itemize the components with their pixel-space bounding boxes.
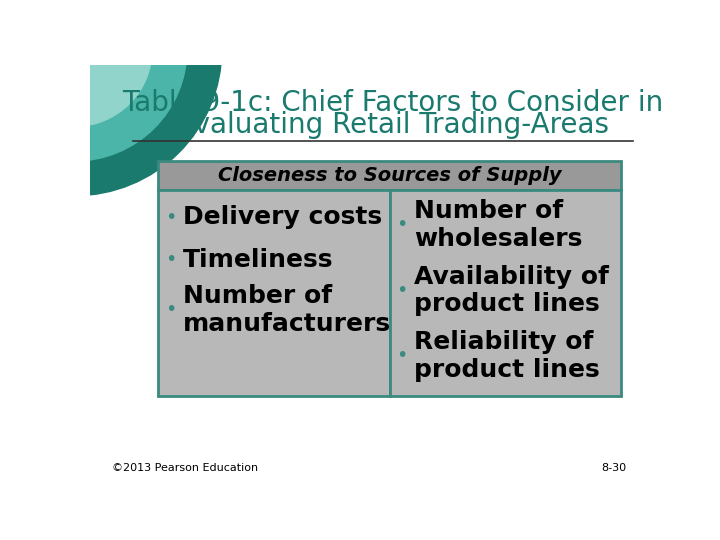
Text: Number of
manufacturers: Number of manufacturers <box>183 284 391 335</box>
Text: •: • <box>165 300 176 319</box>
Text: 8-30: 8-30 <box>601 463 626 473</box>
Circle shape <box>0 0 222 195</box>
Text: •: • <box>396 346 408 366</box>
Text: Delivery costs: Delivery costs <box>183 205 382 229</box>
FancyBboxPatch shape <box>390 190 621 396</box>
Text: Number of
wholesalers: Number of wholesalers <box>414 199 582 251</box>
Text: •: • <box>396 281 408 300</box>
Text: •: • <box>165 250 176 269</box>
Text: Reliability of
product lines: Reliability of product lines <box>414 330 600 382</box>
Text: ©2013 Pearson Education: ©2013 Pearson Education <box>112 463 258 473</box>
Circle shape <box>0 0 187 161</box>
Text: •: • <box>165 208 176 227</box>
Text: •: • <box>396 215 408 234</box>
Text: Closeness to Sources of Supply: Closeness to Sources of Supply <box>217 166 562 185</box>
FancyBboxPatch shape <box>158 161 621 190</box>
Text: Evaluating Retail Trading-Areas: Evaluating Retail Trading-Areas <box>176 111 608 139</box>
Text: Timeliness: Timeliness <box>183 248 333 272</box>
Text: Table 9-1c: Chief Factors to Consider in: Table 9-1c: Chief Factors to Consider in <box>122 89 663 117</box>
Circle shape <box>0 0 152 126</box>
Text: Availability of
product lines: Availability of product lines <box>414 265 609 316</box>
FancyBboxPatch shape <box>158 190 390 396</box>
